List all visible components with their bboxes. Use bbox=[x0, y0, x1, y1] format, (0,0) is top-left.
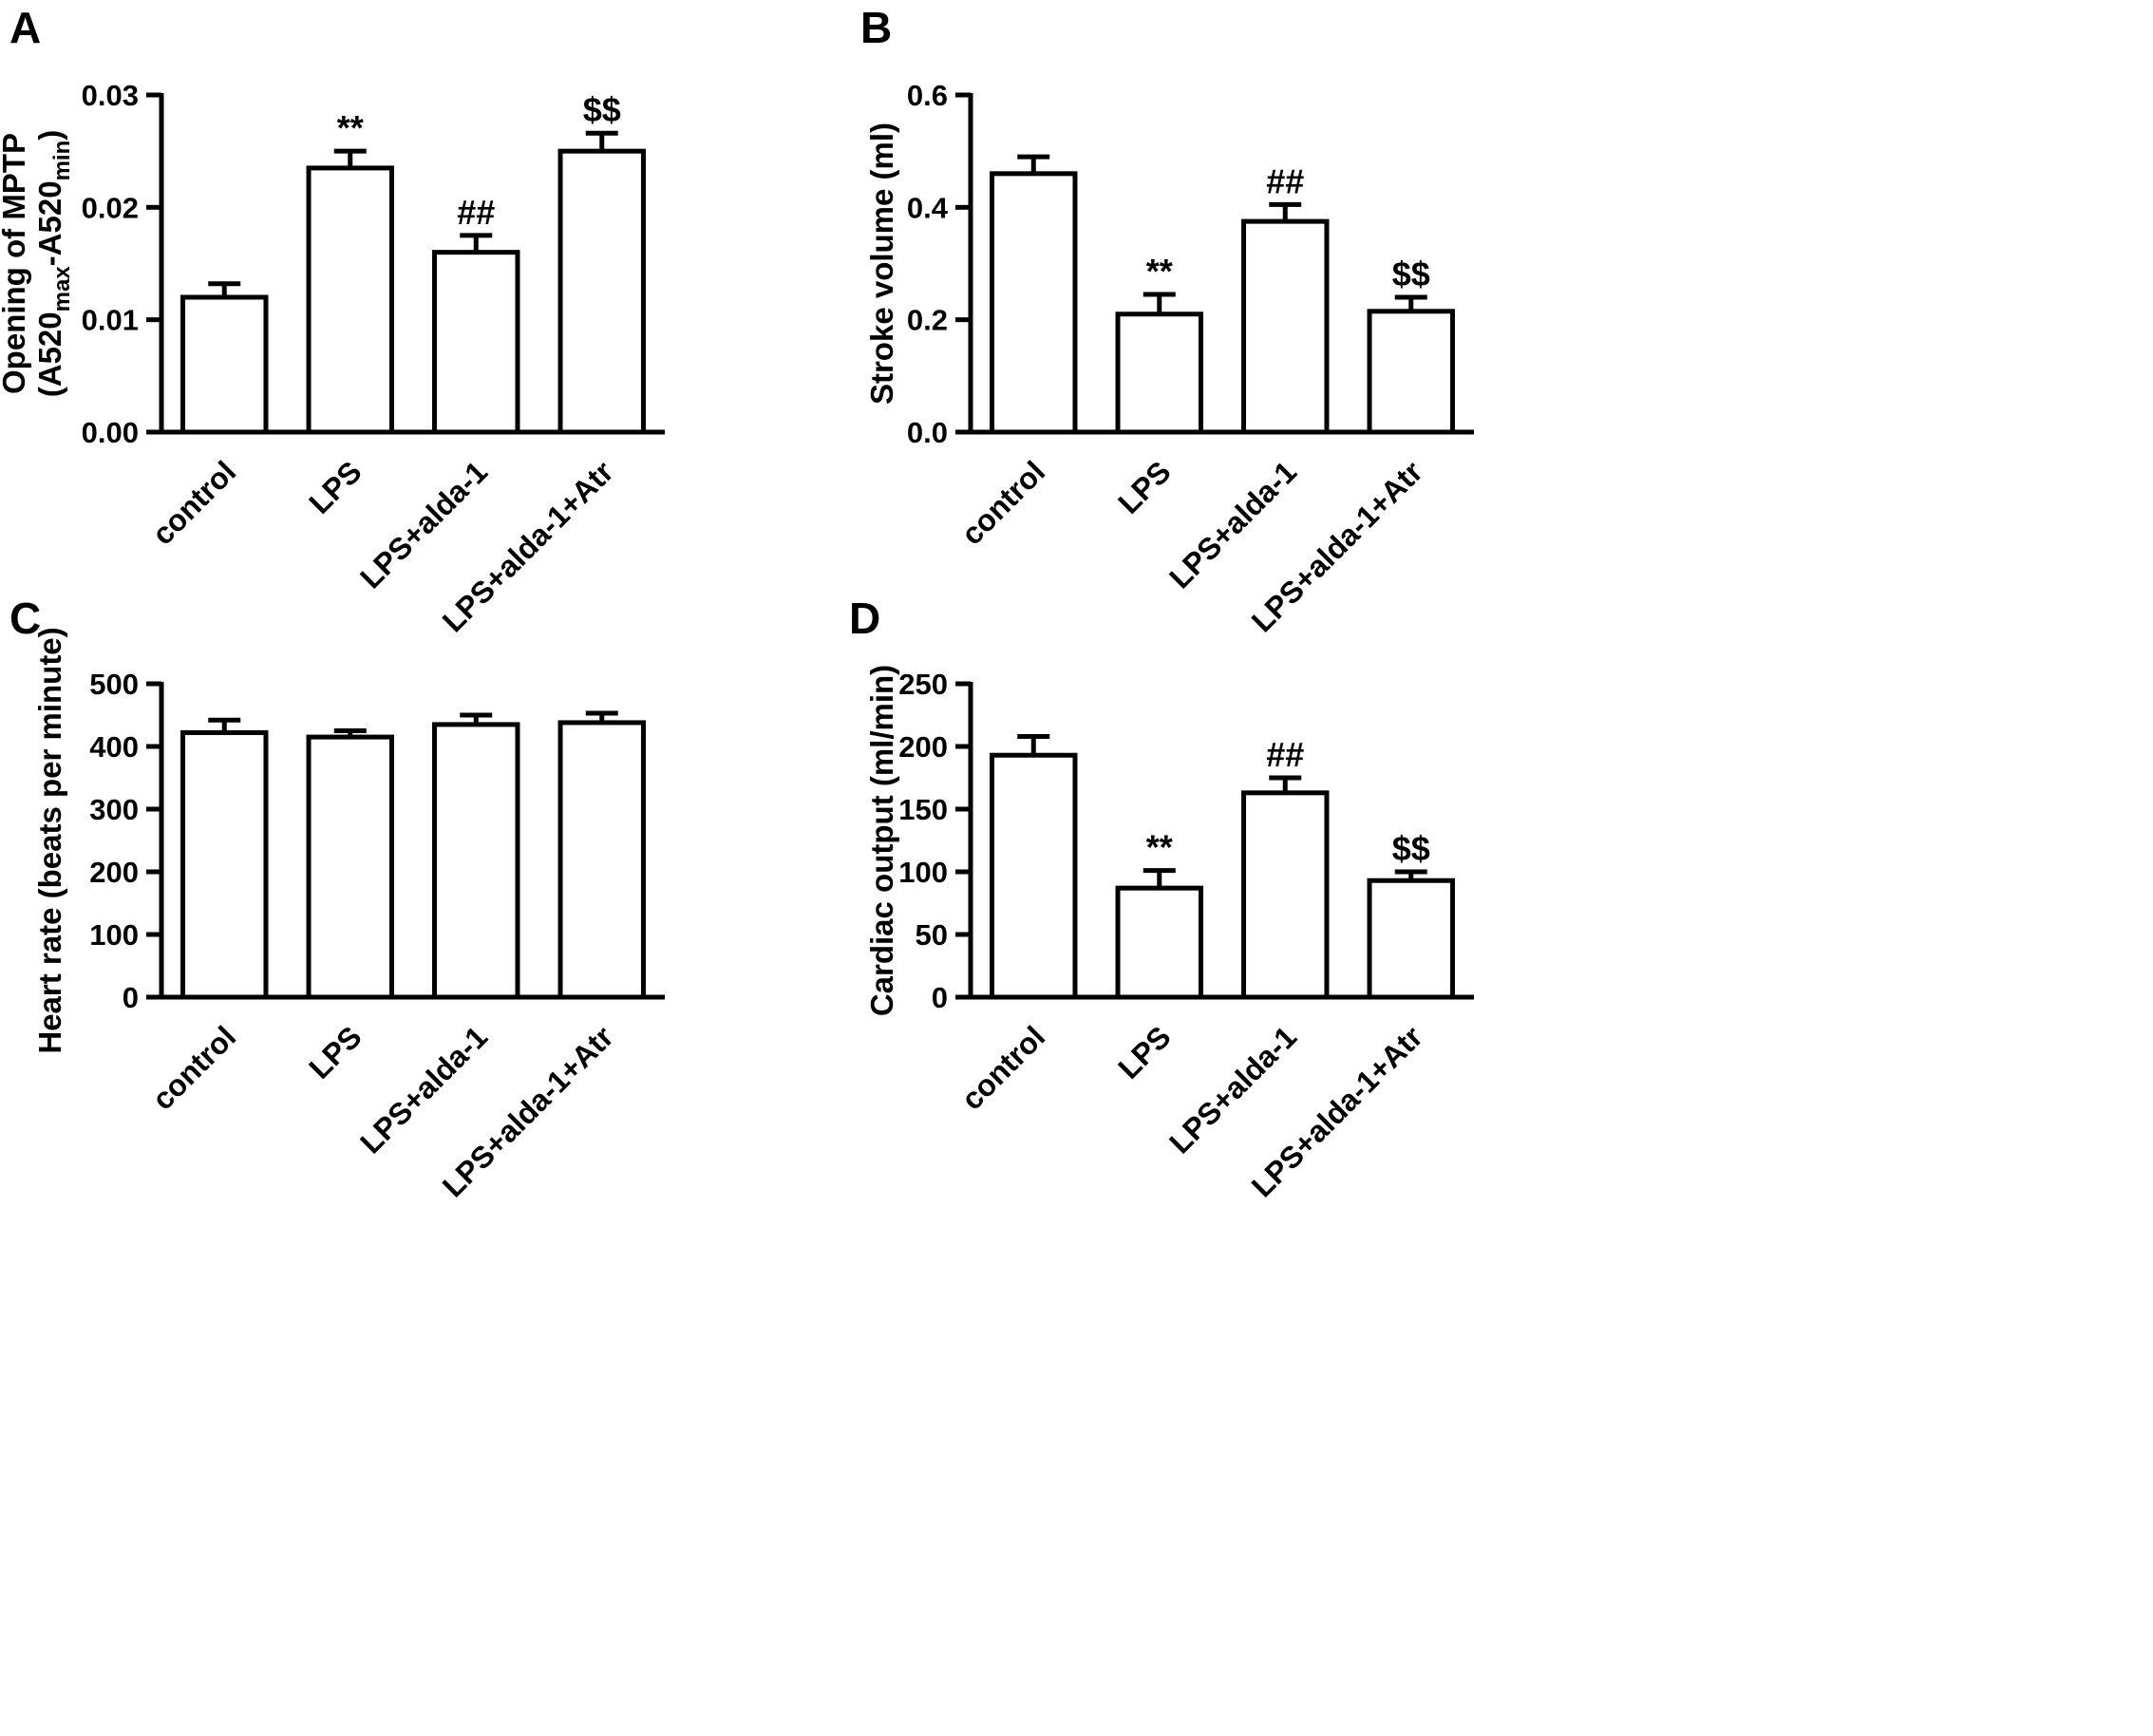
x-category-label-LPS: LPS bbox=[1111, 454, 1177, 519]
y-tick-label: 500 bbox=[89, 668, 139, 701]
y-tick-label: 0 bbox=[123, 981, 139, 1014]
x-category-label-LPS+alda-1: LPS+alda-1 bbox=[1162, 1019, 1303, 1160]
y-axis-label-line: Heart rate (beats per minute) bbox=[32, 627, 67, 1053]
significance-annotation-LPS+alda-1: ## bbox=[1266, 161, 1304, 200]
bar-control bbox=[180, 294, 269, 435]
bar-LPS bbox=[306, 165, 394, 435]
x-category-label-LPS+alda-1: LPS+alda-1 bbox=[353, 1019, 494, 1160]
y-axis-label-segment: Opening of MPTP bbox=[0, 133, 31, 394]
bar-LPS+alda-1 bbox=[432, 722, 520, 1000]
significance-annotation-LPS+alda-1+Atr: $$ bbox=[1392, 255, 1430, 293]
bar-control bbox=[990, 752, 1078, 1000]
panel-b-letter: B bbox=[860, 3, 893, 52]
y-tick-label: 0 bbox=[932, 981, 948, 1014]
y-axis-label-segment: -A520 bbox=[32, 180, 67, 266]
y-tick-label: 100 bbox=[898, 856, 948, 889]
x-category-label-LPS: LPS bbox=[302, 1019, 368, 1085]
significance-annotation-LPS+alda-1: ## bbox=[1266, 735, 1304, 774]
y-tick-label: 300 bbox=[89, 793, 139, 826]
y-tick-label: 0.00 bbox=[82, 416, 139, 449]
y-axis-label-segment: Heart rate (beats per minute) bbox=[32, 627, 67, 1053]
y-axis-label-segment: ) bbox=[32, 130, 67, 141]
y-tick-label: 400 bbox=[89, 730, 139, 764]
bar-control bbox=[180, 729, 269, 1000]
y-axis-label-line: (A520max-A520min) bbox=[32, 130, 75, 398]
panel-a-letter: A bbox=[9, 3, 42, 52]
bar-chart-panel-a: ** ## $$ 0.00 0.01 0.02 0.03 control LPSLPS+alda… bbox=[0, 79, 665, 638]
bar-LPS+alda-1+Atr bbox=[1367, 877, 1455, 1000]
y-tick-label: 0.2 bbox=[907, 304, 948, 337]
y-axis-label-line: Stroke volume (ml) bbox=[864, 123, 899, 405]
y-axis-label-segment: (A520 bbox=[32, 311, 67, 397]
significance-annotation-LPS+alda-1+Atr: $$ bbox=[583, 90, 621, 129]
x-category-label-LPS+alda-1: LPS+alda-1 bbox=[1162, 454, 1303, 594]
x-category-label-control: control bbox=[954, 454, 1051, 551]
y-tick-label: 0.4 bbox=[907, 191, 949, 224]
y-tick-label: 0.0 bbox=[907, 416, 948, 449]
panel-d-cardiac-output-chart: ** ## $$ 0 50 100 150 200 250 control LPS LPS+alda-… bbox=[855, 589, 1634, 1315]
y-tick-label: 0.01 bbox=[82, 304, 139, 337]
x-category-label-control: control bbox=[145, 1019, 242, 1116]
panel-d-letter: D bbox=[849, 594, 881, 643]
significance-annotation-LPS: ** bbox=[337, 108, 364, 147]
x-category-label-control: control bbox=[954, 1019, 1051, 1116]
y-tick-label: 0.02 bbox=[82, 191, 139, 224]
bar-LPS+alda-1+Atr bbox=[557, 720, 646, 1000]
panel-a-mptp-chart: ** ## $$ 0.00 0.01 0.02 0.03 control LPS LPS+alda… bbox=[0, 0, 779, 726]
bar-LPS+alda-1+Atr bbox=[557, 148, 646, 435]
y-axis-label-subscript: min bbox=[49, 141, 75, 181]
x-category-label-control: control bbox=[145, 454, 242, 551]
bar-LPS bbox=[306, 734, 394, 1000]
significance-annotation-LPS: ** bbox=[1146, 828, 1173, 867]
bar-chart-panel-d: ** ## $$ 0 50 100 150 200 250 control LPSLPS+alda-… bbox=[864, 665, 1474, 1203]
y-axis-label-segment: Cardiac output (ml/min) bbox=[864, 665, 899, 1016]
y-axis-label-line: Cardiac output (ml/min) bbox=[864, 665, 899, 1016]
y-axis-label-line: Opening of MPTP bbox=[0, 133, 31, 394]
y-tick-label: 0.6 bbox=[907, 79, 948, 112]
bar-LPS+alda-1 bbox=[1241, 218, 1330, 435]
y-axis-label-segment: Stroke volume (ml) bbox=[864, 123, 899, 405]
bar-control bbox=[990, 171, 1078, 435]
y-tick-label: 50 bbox=[916, 918, 948, 952]
panel-c-heart-rate-chart: 0 100 200 300 400 500 control LPS LPS+alda-1 LPS+… bbox=[0, 589, 779, 1315]
significance-annotation-LPS+alda-1+Atr: $$ bbox=[1392, 829, 1430, 868]
panel-b-stroke-volume-chart: ** ## $$ 0.0 0.2 0.4 0.6 control LPS LPS+alda-1 LP… bbox=[855, 0, 1634, 726]
significance-annotation-LPS+alda-1: ## bbox=[457, 193, 495, 232]
bar-LPS bbox=[1115, 885, 1203, 1000]
panel-c-letter: C bbox=[9, 594, 42, 643]
x-category-label-LPS: LPS bbox=[1111, 1019, 1177, 1085]
y-axis-label-subscript: max bbox=[49, 266, 75, 312]
y-tick-label: 0.03 bbox=[82, 79, 139, 112]
bar-LPS+alda-1 bbox=[432, 250, 520, 435]
bar-LPS+alda-1 bbox=[1241, 790, 1330, 1000]
x-category-label-LPS: LPS bbox=[302, 454, 368, 519]
x-category-label-LPS+alda-1: LPS+alda-1 bbox=[353, 454, 494, 594]
bar-LPS+alda-1+Atr bbox=[1367, 309, 1455, 435]
y-tick-label: 150 bbox=[898, 793, 948, 826]
y-tick-label: 200 bbox=[89, 856, 139, 889]
y-tick-label: 200 bbox=[898, 730, 948, 764]
y-tick-label: 100 bbox=[89, 918, 139, 952]
y-tick-label: 250 bbox=[898, 668, 948, 701]
bar-LPS bbox=[1115, 311, 1203, 435]
significance-annotation-LPS: ** bbox=[1146, 252, 1173, 291]
